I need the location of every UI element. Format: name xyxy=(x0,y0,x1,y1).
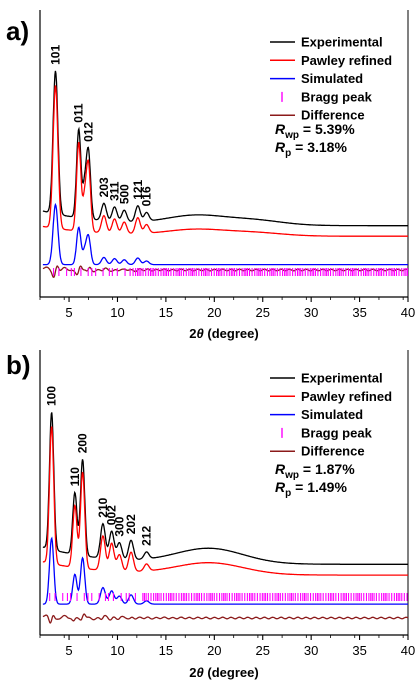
peak-label: 212 xyxy=(140,526,154,546)
legend-label: Difference xyxy=(301,108,365,123)
x-tick-label: 20 xyxy=(207,643,221,658)
series-difference xyxy=(42,265,409,278)
x-axis-label: 2θ (degree) xyxy=(189,665,258,680)
x-tick-label: 30 xyxy=(304,305,318,320)
legend-label: Pawley refined xyxy=(301,389,392,404)
peak-label: 002 xyxy=(105,505,119,525)
peak-label: 500 xyxy=(117,184,131,204)
series-simulated xyxy=(42,536,408,605)
series-pawley-refined xyxy=(42,85,408,237)
x-tick-label: 25 xyxy=(256,305,270,320)
legend-label: Experimental xyxy=(301,35,383,50)
peak-label: 121 xyxy=(131,179,145,199)
peak-label: 016 xyxy=(140,186,154,206)
legend: Experimental Pawley refined Simulated Bragg… xyxy=(270,35,392,123)
x-tick-label: 35 xyxy=(352,643,366,658)
x-tick-label: 35 xyxy=(352,305,366,320)
peak-label: 202 xyxy=(124,514,138,534)
series-experimental xyxy=(42,412,408,565)
series-simulated xyxy=(42,202,408,266)
r-factor: Rwp = 5.39% xyxy=(275,121,355,141)
peak-label: 110 xyxy=(68,467,82,487)
x-tick-label: 25 xyxy=(256,643,270,658)
x-tick-label: 10 xyxy=(110,305,124,320)
r-factor: Rp = 3.18% xyxy=(275,139,347,159)
x-tick-label: 5 xyxy=(65,643,72,658)
peak-label: 300 xyxy=(112,516,126,536)
peak-label: 100 xyxy=(45,386,59,406)
panel-b: 5 10 15 20 25 30 35 40 2θ (degree) b) 100 110 200 210… xyxy=(6,350,415,680)
series-difference xyxy=(42,613,409,624)
bragg-peak-ticks xyxy=(49,593,408,601)
peak-label: 012 xyxy=(81,122,95,142)
legend-label: Difference xyxy=(301,444,365,459)
panel-label: b) xyxy=(6,350,31,380)
peak-label: 101 xyxy=(48,45,62,65)
legend-label: Bragg peak xyxy=(301,89,373,104)
panel-label: a) xyxy=(6,16,29,46)
legend-label: Experimental xyxy=(301,371,383,386)
x-axis-label: 2θ (degree) xyxy=(189,326,258,341)
peak-label: 203 xyxy=(97,177,111,197)
x-tick-label: 40 xyxy=(401,643,415,658)
x-tick-label: 10 xyxy=(110,643,124,658)
series-experimental xyxy=(42,70,408,227)
r-factor: Rwp = 1.87% xyxy=(275,461,355,481)
legend-label: Pawley refined xyxy=(301,53,392,68)
legend: Experimental Pawley refined Simulated Bragg… xyxy=(270,371,392,459)
peak-label: 200 xyxy=(76,433,90,453)
x-tick-label: 40 xyxy=(401,305,415,320)
x-tick-label: 20 xyxy=(207,305,221,320)
x-tick-label: 15 xyxy=(159,643,173,658)
bragg-peak-ticks xyxy=(53,268,408,276)
x-tick-label: 5 xyxy=(65,305,72,320)
peak-label: 311 xyxy=(108,181,122,201)
series-pawley-refined xyxy=(42,426,408,576)
legend-label: Bragg peak xyxy=(301,425,373,440)
peak-label: 210 xyxy=(96,497,110,517)
legend-label: Simulated xyxy=(301,407,363,422)
x-tick-label: 30 xyxy=(304,643,318,658)
peak-label: 011 xyxy=(72,103,86,123)
x-tick-label: 15 xyxy=(159,305,173,320)
r-factor: Rp = 1.49% xyxy=(275,479,347,499)
legend-label: Simulated xyxy=(301,71,363,86)
